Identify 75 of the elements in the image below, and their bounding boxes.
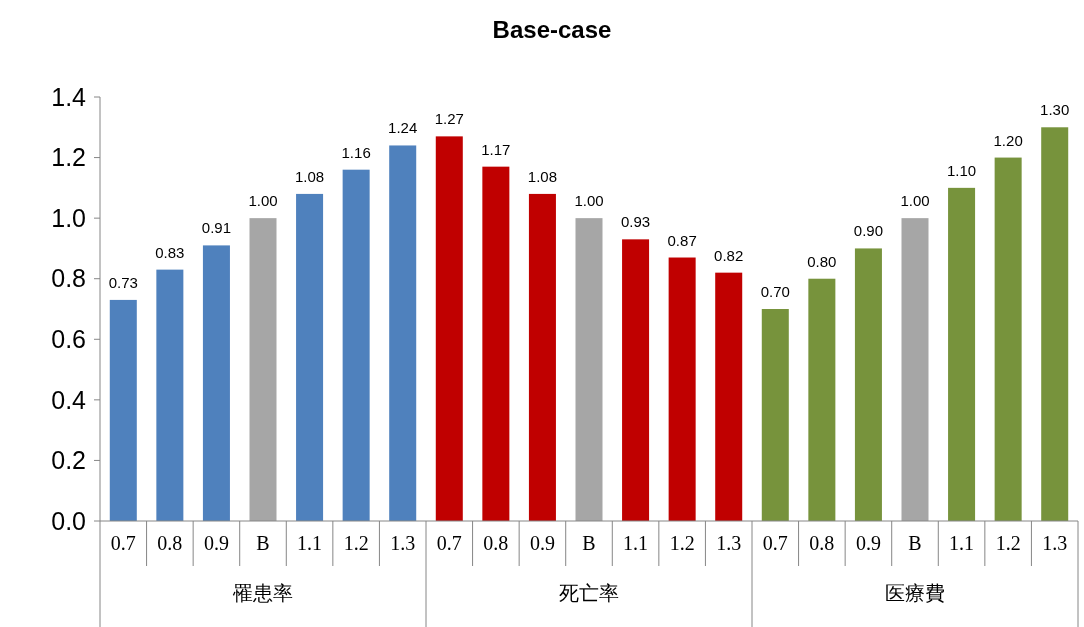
bar [528, 193, 556, 521]
data-label: 0.90 [853, 222, 884, 240]
data-label: 1.17 [481, 140, 511, 158]
data-label: 1.27 [434, 110, 464, 128]
bar [808, 278, 836, 521]
x-tick-label: B [582, 532, 596, 554]
x-tick-label: 0.9 [203, 532, 229, 554]
x-tick-label: 0.9 [855, 532, 881, 554]
data-label: 0.91 [201, 219, 232, 237]
text: 医療費 [885, 581, 945, 605]
data-label: 0.70 [760, 283, 790, 300]
data-label: 1.00 [900, 192, 930, 210]
bar [622, 239, 650, 521]
x-tick-label: 0.7 [110, 532, 136, 554]
data-label: 1.30 [1040, 101, 1070, 119]
data-label: 0.73 [108, 273, 138, 291]
x-tick-label: B [256, 532, 270, 554]
data-label: 1.08 [527, 167, 558, 185]
y-tick-label: 0.0 [51, 506, 86, 535]
x-tick-label: 0.7 [436, 532, 462, 554]
x-tick-label: 0.8 [483, 532, 509, 554]
text: 死亡率 [559, 581, 619, 605]
x-tick-label: 0.8 [157, 532, 183, 554]
bar [715, 272, 743, 521]
bar [342, 169, 370, 521]
data-label: 1.10 [946, 161, 977, 179]
data-label: 1.16 [341, 143, 371, 161]
x-tick-label: 1.1 [623, 532, 649, 554]
y-tick-label: 0.6 [51, 325, 86, 354]
bar [575, 218, 603, 521]
bar [249, 218, 277, 521]
x-tick-label: 1.2 [669, 532, 695, 554]
bar [202, 245, 230, 521]
y-tick-label: 0.4 [51, 385, 87, 414]
bar [1041, 127, 1069, 521]
data-label: 0.82 [714, 246, 744, 264]
x-tick-label: B [908, 532, 922, 554]
bar [994, 157, 1022, 521]
x-tick-label: 1.1 [949, 532, 975, 554]
x-tick-label: 1.3 [390, 532, 416, 554]
x-tick-label: 1.3 [716, 532, 742, 554]
data-label: 1.24 [388, 119, 418, 137]
data-label: 1.08 [294, 167, 325, 185]
x-tick-label: 1.2 [995, 532, 1021, 554]
data-label: 0.80 [807, 252, 837, 270]
bar [296, 193, 324, 521]
y-tick-label: 0.2 [51, 446, 86, 475]
x-tick-label: 1.1 [297, 532, 323, 554]
x-tick-label: 0.7 [762, 532, 788, 554]
y-tick-label: 1.4 [51, 82, 87, 111]
bar [482, 166, 510, 521]
data-label: 1.20 [993, 131, 1023, 149]
x-tick-label: 0.9 [529, 532, 555, 554]
text: 罹患率 [232, 581, 293, 605]
x-tick-label: 1.2 [343, 532, 369, 554]
bar [761, 309, 789, 521]
x-tick-label: 1.3 [1042, 532, 1068, 554]
bar [389, 145, 417, 521]
y-tick-label: 0.8 [51, 264, 86, 293]
data-label: 0.83 [155, 243, 185, 261]
data-label: 1.00 [574, 192, 604, 210]
bar [109, 299, 137, 521]
bar [854, 248, 882, 521]
chart-title: Base-case [492, 16, 612, 43]
bar [435, 136, 463, 521]
bar [948, 187, 976, 521]
x-tick-label: 0.8 [809, 532, 835, 554]
y-tick-label: 1.2 [51, 143, 86, 172]
bar [156, 269, 184, 521]
bar [901, 218, 929, 521]
y-tick-label: 1.0 [51, 203, 86, 232]
data-label: 0.87 [667, 231, 697, 249]
bar [668, 257, 696, 521]
data-label: 0.93 [620, 213, 651, 231]
data-label: 1.00 [248, 192, 278, 210]
